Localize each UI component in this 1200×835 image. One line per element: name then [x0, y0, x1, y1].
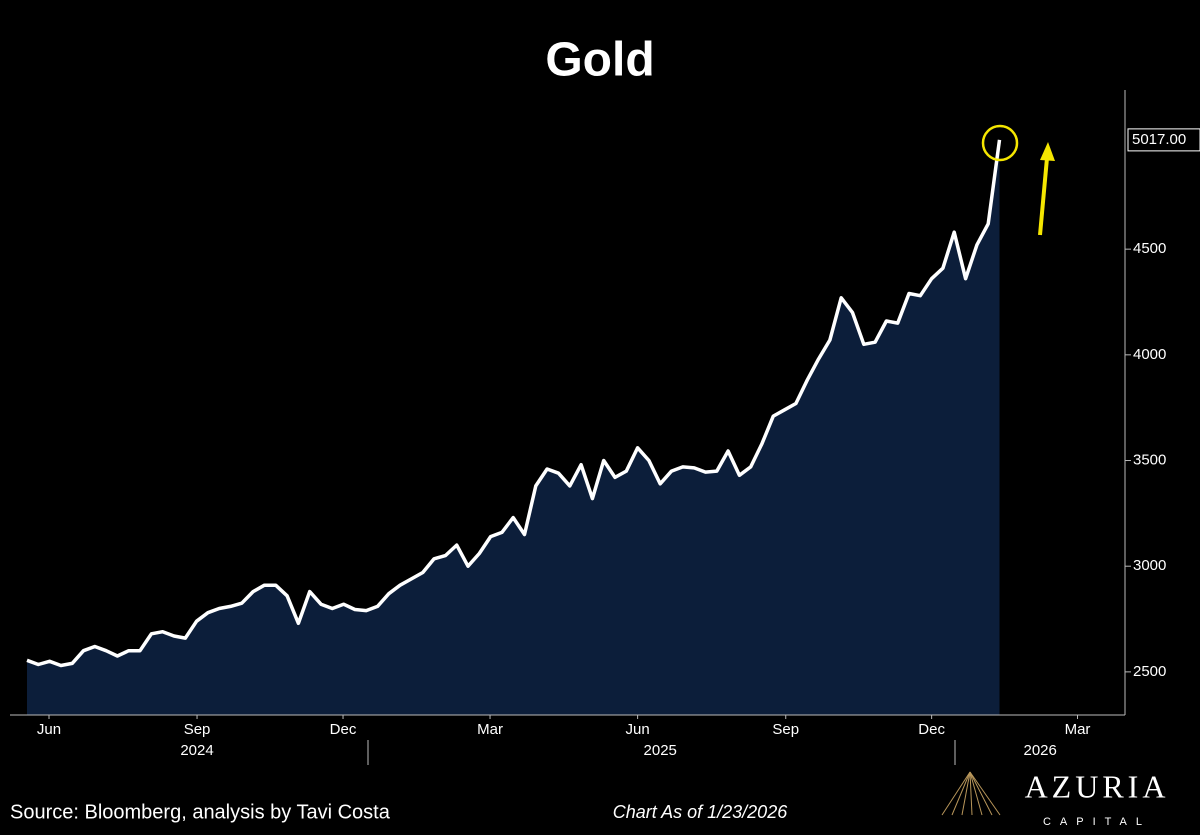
x-tick-label: Jun — [626, 721, 650, 738]
x-tick-label: Mar — [1065, 721, 1091, 738]
y-tick-label: 3500 — [1133, 451, 1166, 468]
area — [27, 139, 1000, 715]
last-value-label: 5017.00 — [1132, 131, 1186, 148]
chart-title: Gold — [545, 34, 654, 87]
y-tick-label: 3000 — [1133, 557, 1166, 574]
x-tick-label: Sep — [772, 721, 799, 738]
year-label: 2024 — [180, 742, 213, 759]
x-tick-label: Jun — [37, 721, 61, 738]
line — [26, 139, 1002, 668]
logo-name: AZURIA — [1025, 768, 1170, 804]
source-note: Source: Bloomberg, analysis by Tavi Cost… — [10, 801, 391, 823]
x-tick-label: Sep — [184, 721, 211, 738]
year-label: 2025 — [644, 742, 677, 759]
highlight-circle — [981, 124, 1019, 162]
plot-area — [26, 139, 1002, 715]
x-tick-label: Mar — [477, 721, 503, 738]
x-tick-label: Dec — [918, 721, 945, 738]
as-of-note: Chart As of 1/23/2026 — [613, 802, 788, 822]
x-tick-label: Dec — [330, 721, 357, 738]
y-tick-label: 2500 — [1133, 663, 1166, 680]
logo-mark — [941, 771, 1001, 816]
trend-arrow-head — [1040, 142, 1055, 161]
year-label: 2026 — [1024, 742, 1057, 759]
logo-tagline: CAPITAL — [1043, 816, 1151, 828]
y-tick-label: 4500 — [1133, 240, 1166, 257]
last-value-box — [1127, 128, 1200, 152]
trend-arrow — [1038, 157, 1049, 236]
y-tick-label: 4000 — [1133, 346, 1166, 363]
